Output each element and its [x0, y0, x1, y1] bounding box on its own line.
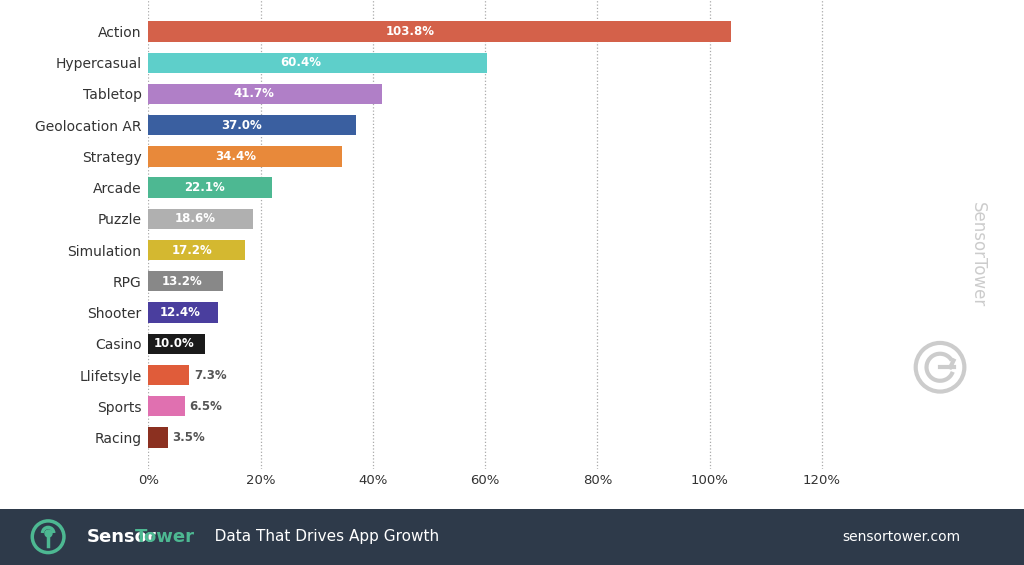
Text: 17.2%: 17.2% — [172, 244, 212, 257]
Text: 18.6%: 18.6% — [175, 212, 216, 225]
Text: 37.0%: 37.0% — [221, 119, 262, 132]
Bar — [148, 365, 189, 385]
Bar — [148, 334, 205, 354]
Bar — [148, 208, 253, 229]
Bar — [148, 146, 342, 167]
Bar — [148, 177, 272, 198]
Text: 34.4%: 34.4% — [215, 150, 256, 163]
Bar — [148, 302, 218, 323]
Text: 7.3%: 7.3% — [194, 368, 226, 381]
Text: 12.4%: 12.4% — [160, 306, 201, 319]
Text: 6.5%: 6.5% — [189, 400, 222, 413]
Text: 60.4%: 60.4% — [281, 56, 322, 69]
Bar — [148, 396, 185, 416]
Bar — [148, 84, 383, 104]
Bar — [148, 240, 245, 260]
Text: SensorTower: SensorTower — [969, 202, 987, 307]
Text: 103.8%: 103.8% — [386, 25, 435, 38]
Text: Tower: Tower — [135, 528, 196, 546]
Text: Sensor: Sensor — [87, 528, 157, 546]
Text: 41.7%: 41.7% — [233, 88, 274, 101]
Text: 3.5%: 3.5% — [173, 431, 206, 444]
Bar — [148, 21, 731, 42]
Text: 10.0%: 10.0% — [154, 337, 195, 350]
Bar — [148, 115, 356, 135]
Bar — [148, 271, 222, 292]
Bar — [148, 53, 487, 73]
Text: 13.2%: 13.2% — [162, 275, 202, 288]
Bar — [148, 427, 168, 447]
Text: Data That Drives App Growth: Data That Drives App Growth — [200, 529, 439, 544]
Text: sensortower.com: sensortower.com — [842, 530, 961, 544]
Text: 22.1%: 22.1% — [184, 181, 224, 194]
